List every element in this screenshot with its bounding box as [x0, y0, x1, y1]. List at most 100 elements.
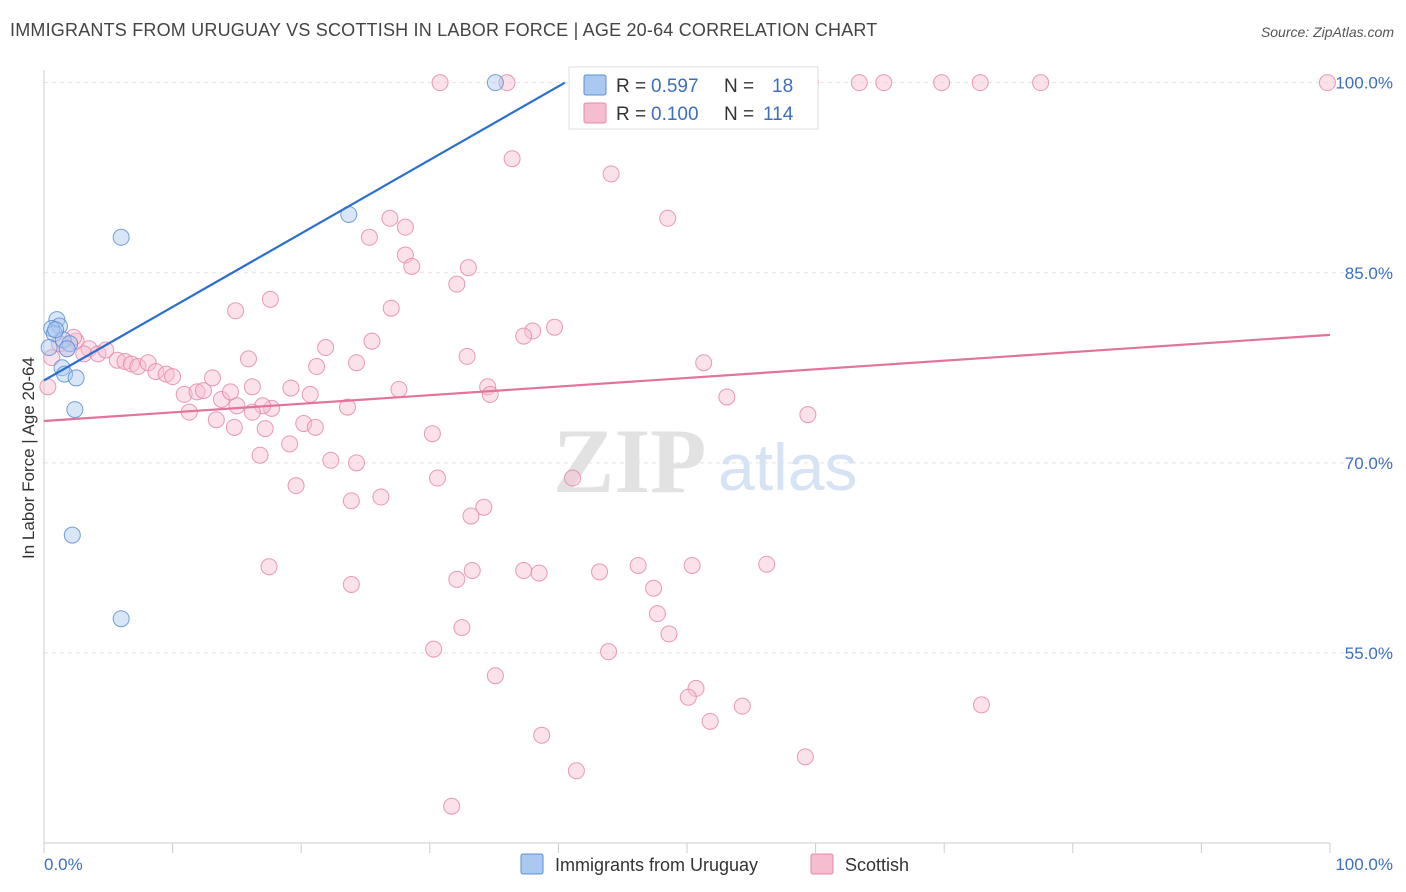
scottish-point	[796, 748, 814, 766]
series-legend: Immigrants from Uruguay Scottish	[520, 853, 909, 875]
scottish-point	[629, 556, 647, 574]
scottish-point	[228, 397, 246, 415]
scottish-point	[261, 290, 279, 308]
scottish-point	[530, 564, 548, 582]
scottish-point	[564, 469, 582, 487]
scottish-point	[347, 354, 365, 372]
scottish-point	[347, 454, 365, 472]
scottish-point	[425, 640, 443, 658]
scottish-point	[443, 797, 461, 815]
uruguay-point	[63, 526, 81, 544]
scottish-point	[458, 347, 476, 365]
watermark-atlas: atlas	[718, 430, 857, 504]
scottish-point	[175, 385, 193, 403]
scottish-point	[282, 379, 300, 397]
scottish-point	[481, 385, 499, 403]
y-axis-label: In Labor Force | Age 20-64	[19, 357, 38, 559]
scottish-trend-line	[43, 333, 1331, 423]
scottish-point	[147, 363, 165, 381]
scottish-point	[243, 378, 261, 396]
uruguay-point	[58, 340, 76, 358]
series-legend-swatch-scottish	[810, 853, 834, 875]
scottish-point	[306, 418, 324, 436]
watermark: ZIP atlas	[553, 410, 857, 512]
scottish-point	[390, 380, 408, 398]
y-tick-label: 100.0%	[1335, 74, 1393, 93]
legend-r-value-uruguay: 0.597	[651, 76, 699, 97]
scottish-point	[567, 762, 585, 780]
scottish-point	[423, 425, 441, 443]
uruguay-point	[112, 228, 130, 246]
scottish-point	[503, 150, 521, 168]
scottish-point	[850, 74, 868, 92]
scottish-point	[463, 562, 481, 580]
scottish-point	[188, 383, 206, 401]
scottish-point	[546, 318, 564, 336]
scottish-point	[659, 209, 677, 227]
uruguay-point	[486, 74, 504, 92]
x-tick-label: 0.0%	[44, 855, 83, 874]
scottish-point	[225, 418, 243, 436]
legend-n-label-scottish: N =	[724, 104, 754, 125]
scottish-point	[317, 339, 335, 357]
scottish-point	[360, 228, 378, 246]
scottish-point	[227, 302, 245, 320]
scottish-point	[221, 383, 239, 401]
scottish-point	[591, 563, 609, 581]
scottish-point	[758, 555, 776, 573]
y-tick-label: 55.0%	[1345, 644, 1393, 663]
scottish-point	[322, 451, 340, 469]
scottish-point	[342, 575, 360, 593]
scottish-point	[403, 257, 421, 275]
scottish-point	[695, 354, 713, 372]
trend-lines	[43, 81, 1331, 423]
uruguay-point	[112, 610, 130, 628]
scottish-point	[129, 358, 147, 376]
scottish-point	[459, 259, 477, 277]
scottish-point	[475, 498, 493, 516]
legend-r-value-scottish: 0.100	[651, 104, 699, 125]
legend-swatch-uruguay	[583, 74, 607, 96]
scottish-point	[396, 218, 414, 236]
series-legend-swatch-uruguay	[520, 853, 544, 875]
legend-n-label-uruguay: N =	[724, 76, 754, 97]
scottish-point	[301, 385, 319, 403]
scottish-point	[602, 165, 620, 183]
scottish-point	[281, 435, 299, 453]
legend-r-label-scottish: R =	[616, 104, 646, 125]
scottish-point	[972, 696, 990, 714]
scottish-point	[515, 562, 533, 580]
scottish-point	[194, 382, 212, 400]
scottish-point	[462, 507, 480, 525]
scottish-point	[207, 411, 225, 429]
scottish-point	[533, 726, 551, 744]
uruguay-trend-line	[43, 81, 566, 382]
legend-n-value-scottish: 114	[763, 104, 794, 125]
uruguay-point	[40, 339, 58, 357]
scottish-point	[448, 570, 466, 588]
scottish-point	[933, 74, 951, 92]
uruguay-point	[66, 401, 84, 419]
scottish-point	[645, 579, 663, 597]
scottish-point	[431, 74, 449, 92]
scottish-point	[679, 688, 697, 706]
uruguay-point	[67, 369, 85, 387]
scottish-point	[453, 619, 471, 637]
y-tick-label: 70.0%	[1345, 454, 1393, 473]
legend-r-label-uruguay: R =	[616, 76, 646, 97]
legend-swatch-scottish	[583, 102, 607, 124]
scottish-point	[701, 712, 719, 730]
scottish-point	[260, 558, 278, 576]
scottish-point	[429, 469, 447, 487]
watermark-zip: ZIP	[553, 410, 706, 512]
scottish-point	[382, 299, 400, 317]
scottish-point	[43, 349, 61, 367]
x-tick-labels: 0.0% 100.0%	[44, 855, 1393, 874]
scottish-point	[799, 406, 817, 424]
scottish-point	[39, 378, 57, 396]
axes	[43, 70, 1331, 853]
scottish-point	[256, 420, 274, 438]
scottish-point	[381, 209, 399, 227]
scottish-point	[338, 398, 356, 416]
scottish-point	[515, 327, 533, 345]
